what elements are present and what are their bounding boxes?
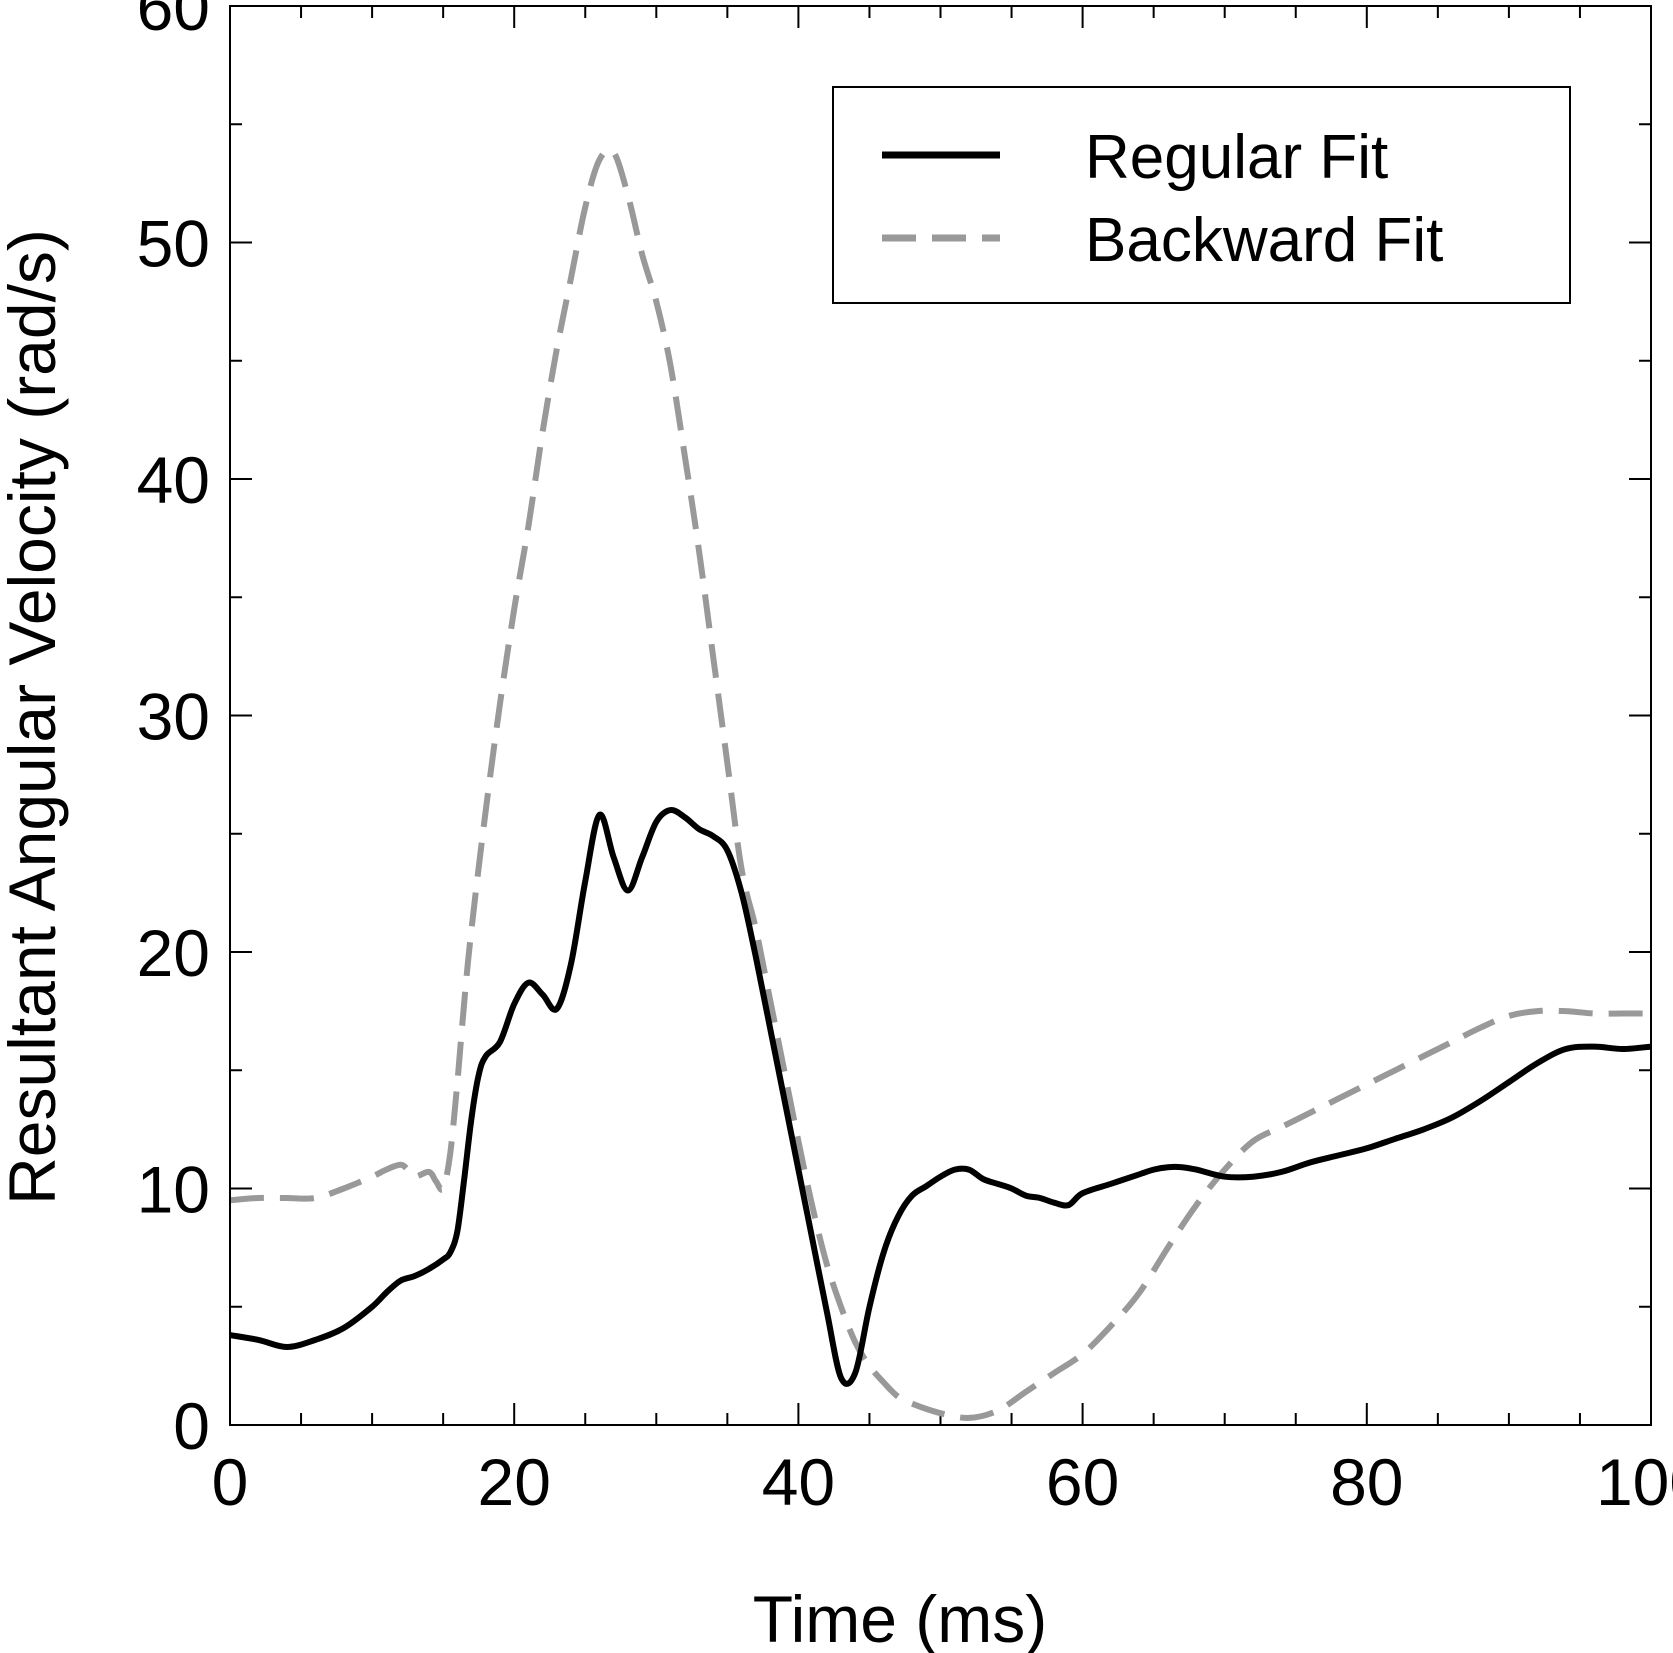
- y-tick-labels: 0 10 20 30 40 50 60: [137, 0, 210, 1463]
- y-tick-label: 20: [137, 916, 210, 990]
- y-axis-title: Resultant Angular Velocity (rad/s): [0, 229, 69, 1205]
- series-line-regular-fit: [229, 807, 1652, 1387]
- legend-box: [832, 86, 1571, 304]
- x-tick-label: 100: [1596, 1445, 1673, 1519]
- y-tick-label: 30: [137, 680, 210, 754]
- x-tick-label: 0: [212, 1445, 249, 1519]
- plot-frame: [229, 5, 1652, 1426]
- x-tick-label: 60: [1046, 1445, 1119, 1519]
- series-line-backward-fit: [229, 146, 1651, 1421]
- y-tick-label: 40: [137, 443, 210, 517]
- y-tick-label: 0: [173, 1389, 210, 1463]
- minor-ticks: [230, 6, 1651, 1425]
- legend-label-regular-fit: Regular Fit: [1085, 123, 1388, 192]
- x-tick-labels: 0 20 40 60 80 100: [212, 1445, 1673, 1519]
- legend: Regular Fit Backward Fit: [832, 86, 1571, 304]
- series-layer: [229, 146, 1652, 1421]
- legend-label-backward-fit: Backward Fit: [1085, 206, 1443, 275]
- x-tick-label: 80: [1330, 1445, 1403, 1519]
- y-tick-label: 10: [137, 1153, 210, 1227]
- y-tick-label: 50: [137, 207, 210, 281]
- y-tick-label: 60: [137, 0, 210, 44]
- x-tick-label: 40: [762, 1445, 835, 1519]
- x-tick-label: 20: [477, 1445, 550, 1519]
- x-axis-title: Time (ms): [753, 1582, 1048, 1653]
